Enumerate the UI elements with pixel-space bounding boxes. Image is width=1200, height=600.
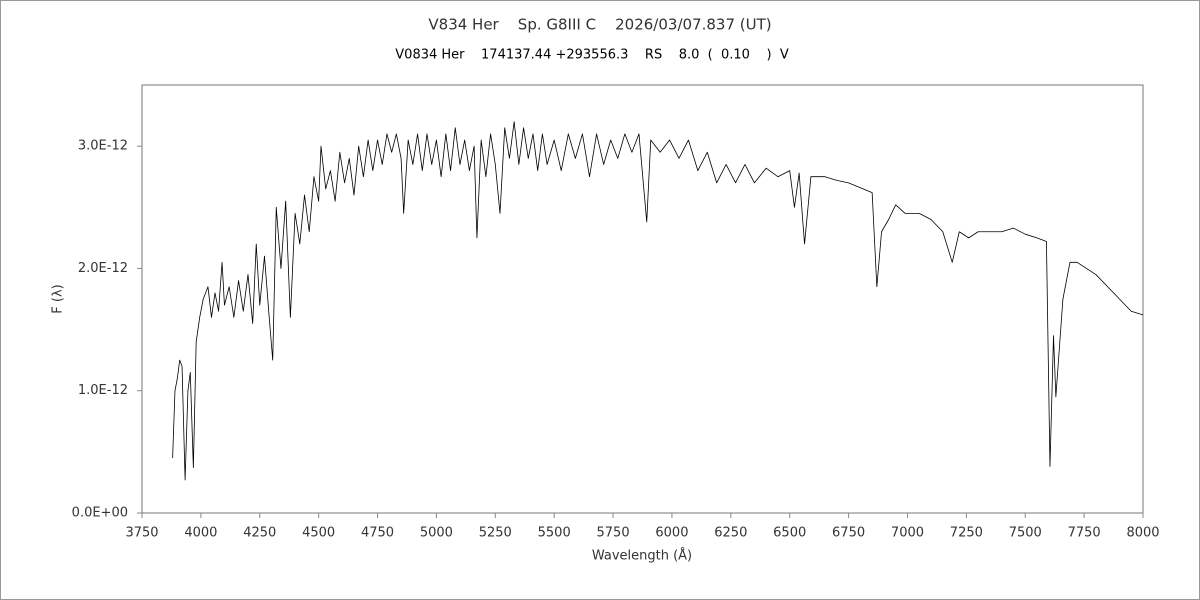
x-tick-label: 4500 (302, 526, 335, 541)
y-tick-label: 0.0E+00 (72, 506, 128, 521)
x-tick-label: 4250 (243, 526, 276, 541)
x-tick-label: 5000 (420, 526, 453, 541)
plot-area (141, 84, 1144, 514)
x-tick-label: 7500 (1009, 526, 1042, 541)
x-tick-label: 3750 (125, 526, 158, 541)
y-tick-label: 1.0E-12 (78, 383, 128, 398)
x-tick-label: 6500 (773, 526, 806, 541)
spectrum-line (172, 121, 1144, 481)
x-axis-label: Wavelength (Å) (592, 548, 692, 564)
x-tick-label: 8000 (1126, 526, 1159, 541)
chart-subtitle: V0834 Her 174137.44 +293556.3 RS 8.0 ( 0… (395, 48, 789, 63)
x-tick-label: 6000 (655, 526, 688, 541)
y-tick-label: 3.0E-12 (78, 139, 128, 154)
y-tick-label: 2.0E-12 (78, 261, 128, 276)
chart-title: V834 Her Sp. G8III C 2026/03/07.837 (UT) (428, 16, 771, 34)
y-axis-label: F (λ) (51, 284, 66, 313)
x-tick-label: 5250 (479, 526, 512, 541)
x-tick-label: 6250 (714, 526, 747, 541)
x-tick-label: 7250 (950, 526, 983, 541)
x-tick-label: 7000 (891, 526, 924, 541)
x-tick-label: 5750 (597, 526, 630, 541)
x-tick-label: 7750 (1068, 526, 1101, 541)
x-tick-label: 4750 (361, 526, 394, 541)
x-tick-label: 4000 (184, 526, 217, 541)
x-tick-label: 6750 (832, 526, 865, 541)
x-tick-label: 5500 (538, 526, 571, 541)
